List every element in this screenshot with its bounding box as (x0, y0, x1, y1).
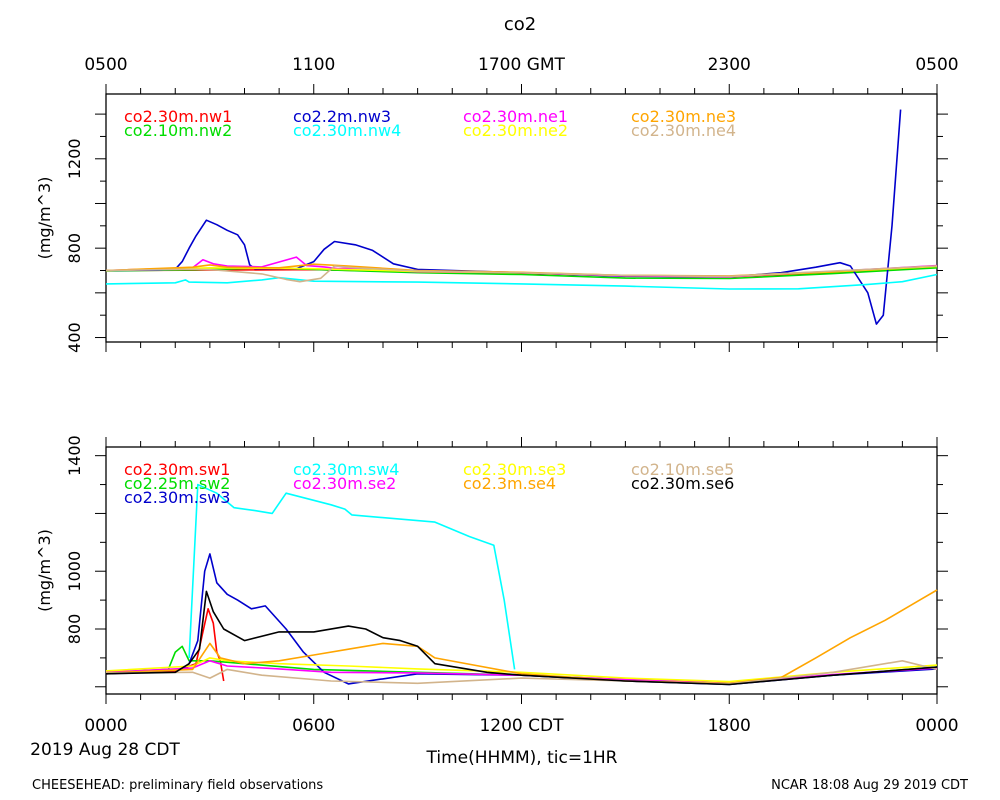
series-line-co2.10m.se5 (105, 659, 938, 685)
y-axis-label: (mg/m^3) (35, 529, 54, 612)
top-tick-label: 2300 (708, 55, 751, 75)
legend-entry: co2.2m.nw3 (293, 107, 391, 126)
x-axis-label: Time(HHMM), tic=1HR (426, 748, 618, 768)
legend-entry: co2.30m.sw1 (124, 460, 230, 479)
legend-entry: co2.30m.ne3 (631, 107, 736, 126)
bottom-tick-label: 0000 (84, 716, 127, 736)
legend-entry: co2.30m.se2 (293, 474, 396, 493)
legend-entry: co2.30m.se3 (463, 460, 566, 479)
series-line-co2.30m.sw4 (188, 483, 516, 670)
bottom-tick-label: 0600 (292, 716, 335, 736)
series-line-co2.2m.nw3 (105, 109, 902, 325)
series-line-co2.30m.se6 (105, 590, 938, 686)
upper-panel: 400 800 1200 (mg/m^3) co2.30m.nw1co2.10m.nw2… (35, 84, 948, 353)
series-line-co2.30m.ne4 (105, 265, 938, 283)
series-line-co2.30m.nw4 (105, 273, 938, 290)
y-tick-label: 1000 (65, 551, 84, 592)
top-axis-labels: 0500 1100 1700 GMT 2300 0500 (84, 55, 958, 75)
top-tick-label: 0500 (84, 55, 127, 75)
y-tick-label: 1200 (65, 138, 84, 179)
chart-title: co2 (504, 14, 536, 35)
legend-entry: co2.30m.se6 (631, 474, 734, 493)
legend-entry: co2.25m.sw2 (124, 474, 230, 493)
legend-entry: co2.30m.ne4 (631, 121, 736, 140)
series-line-co2.3m.se4 (105, 589, 938, 685)
legend-entry: co2.30m.sw3 (124, 488, 230, 507)
bottom-tick-label: 1200 CDT (479, 716, 564, 736)
lower-panel: 800 1000 1400 (mg/m^3) co2.30m.sw1co2.25m.sw… (35, 435, 948, 704)
bottom-tick-label: 0000 (915, 716, 958, 736)
y-tick-label: 800 (65, 614, 84, 645)
legend-entry: co2.30m.ne2 (463, 121, 568, 140)
y-axis-label: (mg/m^3) (35, 177, 54, 260)
legend-entry: co2.30m.nw4 (293, 121, 401, 140)
footer-left: CHEESEHEAD: preliminary field observatio… (32, 778, 323, 793)
top-tick-label: 1700 GMT (478, 55, 566, 75)
legend-entry: co2.3m.se4 (463, 474, 556, 493)
date-label: 2019 Aug 28 CDT (30, 740, 180, 760)
legend-entry: co2.10m.nw2 (124, 121, 232, 140)
top-tick-label: 1100 (292, 55, 335, 75)
legend-entry: co2.30m.nw1 (124, 107, 232, 126)
bottom-axis-labels: 0000 0600 1200 CDT 1800 0000 (84, 716, 958, 736)
footer-right: NCAR 18:08 Aug 29 2019 CDT (771, 778, 968, 793)
legend-entry: co2.10m.se5 (631, 460, 734, 479)
top-tick-label: 0500 (915, 55, 958, 75)
y-tick-label: 800 (65, 233, 84, 264)
series-line-co2.30m.sw3 (105, 553, 938, 686)
y-tick-label: 400 (65, 322, 84, 353)
bottom-tick-label: 1800 (708, 716, 751, 736)
y-tick-label: 1400 (65, 435, 84, 476)
series-line-co2.30m.se3 (105, 657, 938, 683)
legend-entry: co2.30m.sw4 (293, 460, 399, 479)
legend-entry: co2.30m.ne1 (463, 107, 568, 126)
